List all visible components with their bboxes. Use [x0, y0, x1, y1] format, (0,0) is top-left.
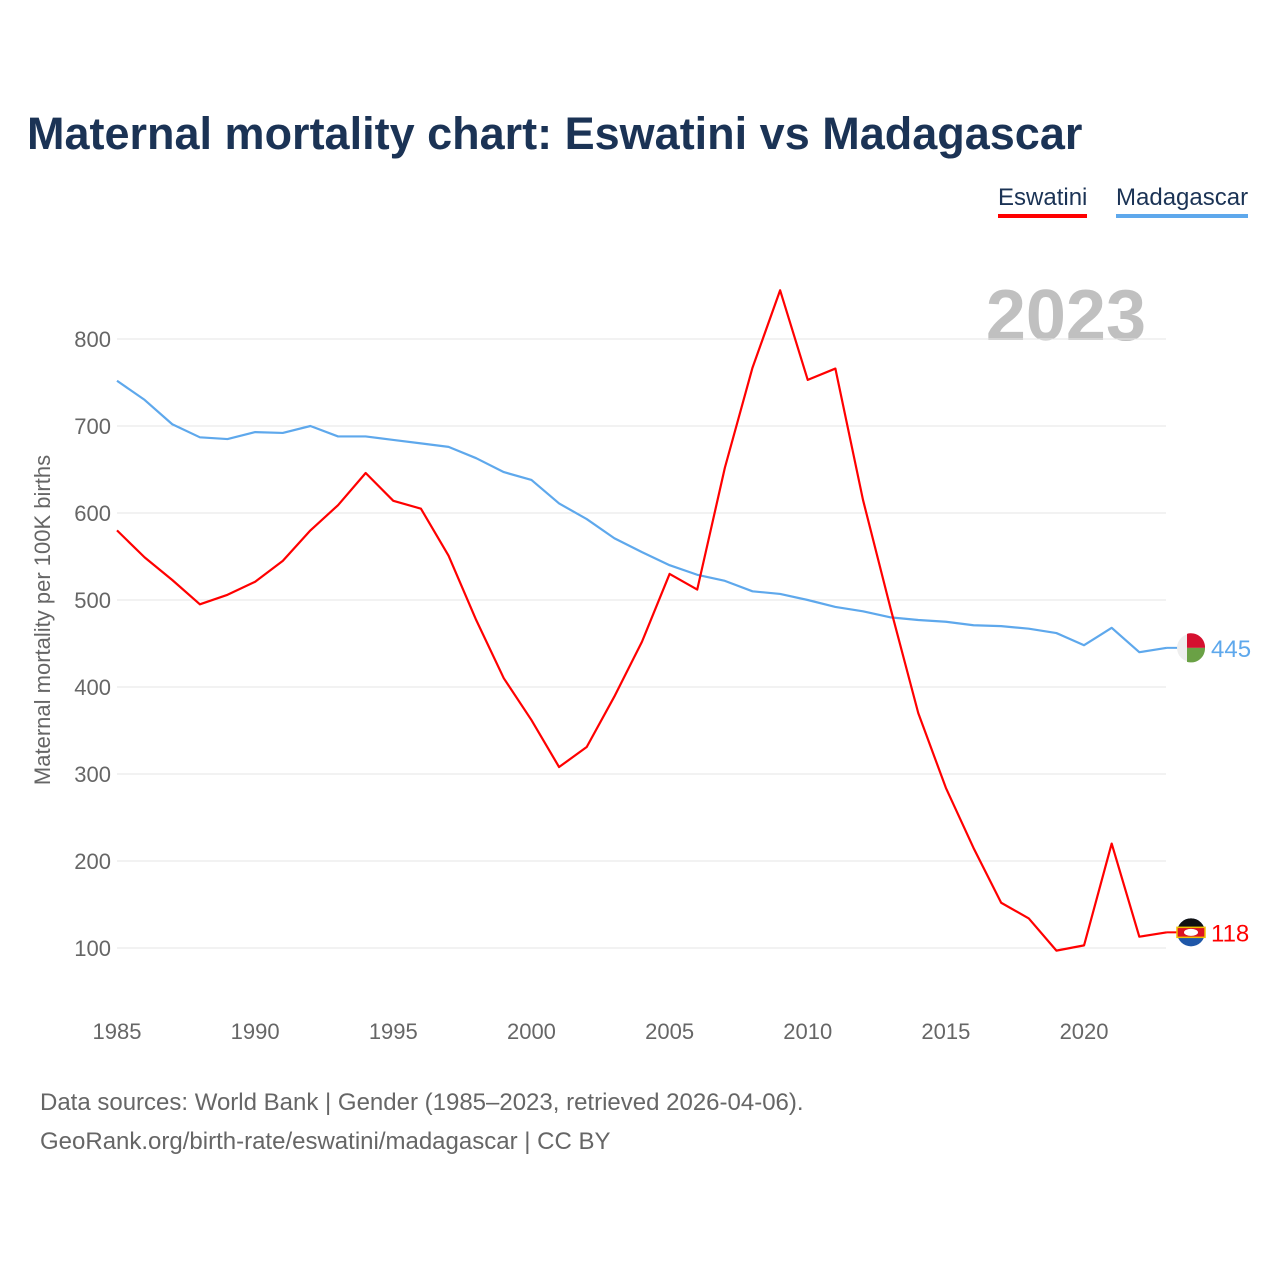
end-value-label: 445: [1211, 636, 1251, 663]
series-line-madagascar: [116, 379, 1168, 654]
chart-title: Maternal mortality chart: Eswatini vs Ma…: [27, 108, 1083, 159]
series-line-eswatini: [116, 289, 1168, 952]
x-tick-label: 1985: [93, 1019, 142, 1044]
legend-eswatini[interactable]: Eswatini: [998, 184, 1088, 218]
y-tick-label: 800: [74, 327, 111, 352]
y-tick-label: 200: [74, 849, 111, 874]
data-source-text: Data sources: World Bank | Gender (1985–…: [40, 1089, 804, 1116]
end-value-label: 118: [1211, 920, 1249, 947]
year-label: 2023: [986, 276, 1146, 356]
x-tick-label: 1990: [231, 1019, 280, 1044]
flag-red-band: [1187, 633, 1206, 648]
y-tick-label: 400: [74, 675, 111, 700]
x-tick-label: 2005: [645, 1019, 694, 1044]
x-tick-label: 2015: [921, 1019, 970, 1044]
legend-madagascar[interactable]: Madagascar: [1116, 184, 1249, 218]
flag-shield: [1184, 928, 1198, 936]
x-tick-label: 1995: [369, 1019, 418, 1044]
y-tick-label: 300: [74, 762, 111, 787]
y-axis-label: Maternal mortality per 100K births: [30, 455, 55, 785]
y-tick-label: 700: [74, 414, 111, 439]
flag-green-band: [1187, 647, 1206, 663]
y-tick-label: 100: [74, 936, 111, 961]
attribution-text: GeoRank.org/birth-rate/eswatini/madagasc…: [40, 1128, 611, 1155]
x-tick-label: 2020: [1060, 1019, 1109, 1044]
x-tick-label: 2010: [783, 1019, 832, 1044]
x-tick-label: 2000: [507, 1019, 556, 1044]
y-tick-label: 600: [74, 501, 111, 526]
y-tick-label: 500: [74, 588, 111, 613]
